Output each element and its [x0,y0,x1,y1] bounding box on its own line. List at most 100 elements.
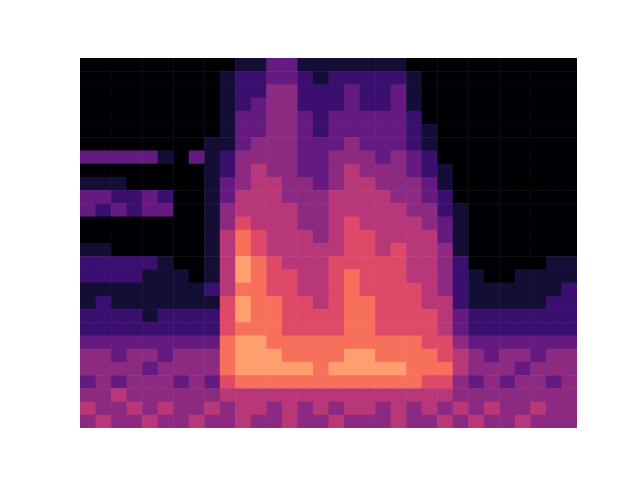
heatmap-cell [127,230,143,244]
heatmap-cell [297,230,313,244]
heatmap-cell [80,375,96,389]
heatmap-cell [204,111,220,125]
heatmap-cell [484,230,500,244]
heatmap-cell [266,177,282,191]
heatmap-cell [561,137,577,151]
heatmap-cell [360,336,376,350]
heatmap-cell [313,111,329,125]
heatmap-cell [80,230,96,244]
heatmap-cell [127,375,143,389]
heatmap-cell [546,309,562,323]
heatmap-cell [297,137,313,151]
heatmap-cell [158,71,174,85]
heatmap-cell [453,58,469,72]
heatmap-cell [189,243,205,257]
heatmap-cell [204,256,220,270]
heatmap-cell [142,296,158,310]
heatmap-cell [530,98,546,112]
heatmap-cell [468,296,484,310]
heatmap-cell [515,190,531,204]
heatmap-cell [468,58,484,72]
heatmap-cell [96,177,112,191]
heatmap-cell [204,151,220,165]
heatmap-cell [515,98,531,112]
heatmap-cell [142,137,158,151]
heatmap-cell [235,415,251,428]
heatmap-cell [453,349,469,363]
heatmap-cell [173,190,189,204]
heatmap-cell [391,98,407,112]
heatmap-cell [499,84,515,98]
heatmap-cell [391,402,407,416]
heatmap-cell [453,71,469,85]
heatmap-cell [235,71,251,85]
heatmap-cell [220,388,236,402]
heatmap-cell [360,362,376,376]
heatmap-cell [80,190,96,204]
heatmap-cell [344,269,360,283]
heatmap-cell [406,203,422,217]
heatmap-cell [484,84,500,98]
heatmap-cell [406,336,422,350]
heatmap-cell [530,111,546,125]
heatmap-cell [282,58,298,72]
heatmap-cell [375,230,391,244]
heatmap-cell [111,243,127,257]
heatmap-cell [266,98,282,112]
heatmap-cell [437,230,453,244]
heatmap-cell [391,190,407,204]
heatmap-cell [406,256,422,270]
heatmap-cell [220,137,236,151]
heatmap-cell [530,71,546,85]
heatmap-cell [375,71,391,85]
heatmap-cell [111,283,127,297]
heatmap-cell [468,322,484,336]
heatmap-cell [391,203,407,217]
heatmap-cell [96,415,112,428]
heatmap-cell [313,151,329,165]
heatmap-cell [158,283,174,297]
heatmap-cell [530,415,546,428]
heatmap-cell [282,111,298,125]
heatmap-cell [375,217,391,231]
heatmap-cell [391,177,407,191]
heatmap-cell [437,124,453,138]
heatmap-cell [313,177,329,191]
heatmap-cell [515,269,531,283]
heatmap-cell [530,362,546,376]
heatmap-cell [235,349,251,363]
heatmap-cell [468,402,484,416]
heatmap-cell [360,177,376,191]
heatmap-cell [515,402,531,416]
heatmap-cell [329,71,345,85]
heatmap-cell [266,415,282,428]
heatmap-cell [546,71,562,85]
heatmap-cell [422,243,438,257]
heatmap-cell [96,269,112,283]
heatmap-cell [96,256,112,270]
heatmap-cell [546,151,562,165]
heatmap-cell [484,203,500,217]
heatmap-cell [422,269,438,283]
heatmap-cell [80,415,96,428]
heatmap-cell [329,243,345,257]
heatmap-cell [158,137,174,151]
heatmap-cell [220,309,236,323]
heatmap-cell [96,151,112,165]
heatmap-cell [235,164,251,178]
heatmap-cell [111,217,127,231]
heatmap-cell [437,137,453,151]
heatmap-cell [344,203,360,217]
heatmap-cell [437,336,453,350]
heatmap-cell [282,84,298,98]
heatmap-cell [142,177,158,191]
heatmap-cell [561,336,577,350]
heatmap-cell [80,388,96,402]
heatmap-cell [251,98,267,112]
heatmap-cell [561,177,577,191]
heatmap-cell [468,124,484,138]
heatmap-cell [546,375,562,389]
heatmap-cell [515,375,531,389]
heatmap-cell [546,269,562,283]
heatmap-cell [313,375,329,389]
